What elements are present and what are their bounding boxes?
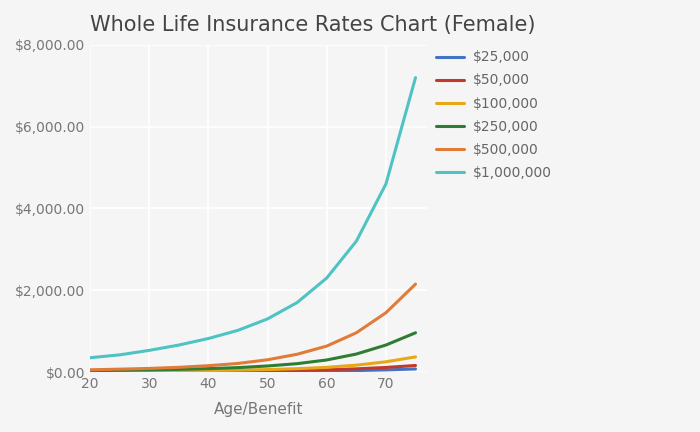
$1,000,000 <box>86 355 94 360</box>
Line: $250,000: $250,000 <box>90 333 416 371</box>
$25,000 <box>145 369 153 375</box>
$250,000 <box>204 366 213 371</box>
$50,000 <box>86 369 94 374</box>
$25,000 <box>204 369 213 374</box>
$100,000 <box>175 368 183 373</box>
$1,000,000 <box>352 238 361 244</box>
$1,000,000 <box>145 348 153 353</box>
$1,000,000 <box>263 316 272 321</box>
$25,000 <box>175 369 183 374</box>
$25,000 <box>293 368 302 374</box>
$25,000 <box>86 369 94 375</box>
$1,000,000 <box>234 328 242 333</box>
$50,000 <box>382 365 390 370</box>
$250,000 <box>263 363 272 368</box>
$50,000 <box>175 369 183 374</box>
$500,000 <box>263 357 272 362</box>
$50,000 <box>145 369 153 374</box>
$500,000 <box>145 366 153 371</box>
$250,000 <box>293 361 302 366</box>
Line: $500,000: $500,000 <box>90 284 416 370</box>
$100,000 <box>382 359 390 365</box>
$500,000 <box>352 330 361 335</box>
$250,000 <box>116 368 124 373</box>
$100,000 <box>145 368 153 374</box>
$500,000 <box>412 282 420 287</box>
$25,000 <box>323 368 331 374</box>
$25,000 <box>116 369 124 375</box>
$250,000 <box>412 330 420 335</box>
$500,000 <box>293 352 302 357</box>
$1,000,000 <box>175 343 183 348</box>
$50,000 <box>234 368 242 374</box>
$1,000,000 <box>412 75 420 80</box>
Text: Whole Life Insurance Rates Chart (Female): Whole Life Insurance Rates Chart (Female… <box>90 15 536 35</box>
Line: $1,000,000: $1,000,000 <box>90 78 416 358</box>
$1,000,000 <box>323 275 331 280</box>
$250,000 <box>234 365 242 370</box>
$50,000 <box>352 366 361 372</box>
Line: $100,000: $100,000 <box>90 357 416 372</box>
$500,000 <box>382 310 390 315</box>
$100,000 <box>293 366 302 371</box>
$500,000 <box>234 361 242 366</box>
$100,000 <box>352 362 361 368</box>
$1,000,000 <box>382 181 390 187</box>
$100,000 <box>263 367 272 372</box>
X-axis label: Age/Benefit: Age/Benefit <box>214 402 304 417</box>
$1,000,000 <box>293 300 302 305</box>
$50,000 <box>116 369 124 374</box>
$100,000 <box>116 368 124 374</box>
$100,000 <box>234 368 242 373</box>
$250,000 <box>175 367 183 372</box>
$250,000 <box>145 367 153 372</box>
$25,000 <box>412 366 420 372</box>
$50,000 <box>323 367 331 372</box>
$25,000 <box>263 369 272 374</box>
$250,000 <box>323 357 331 362</box>
$500,000 <box>204 363 213 368</box>
$250,000 <box>86 368 94 373</box>
$25,000 <box>234 369 242 374</box>
$25,000 <box>382 367 390 372</box>
$50,000 <box>412 363 420 368</box>
$50,000 <box>263 368 272 373</box>
$500,000 <box>86 367 94 372</box>
$100,000 <box>86 369 94 374</box>
$100,000 <box>323 365 331 370</box>
$250,000 <box>382 343 390 348</box>
Line: $25,000: $25,000 <box>90 369 416 372</box>
$50,000 <box>293 368 302 373</box>
$500,000 <box>323 343 331 349</box>
$500,000 <box>116 367 124 372</box>
$250,000 <box>352 352 361 357</box>
Line: $50,000: $50,000 <box>90 365 416 372</box>
$500,000 <box>175 365 183 370</box>
Legend: $25,000, $50,000, $100,000, $250,000, $500,000, $1,000,000: $25,000, $50,000, $100,000, $250,000, $5… <box>430 45 557 185</box>
$25,000 <box>352 368 361 373</box>
$1,000,000 <box>116 352 124 357</box>
$100,000 <box>204 368 213 373</box>
$1,000,000 <box>204 336 213 341</box>
$100,000 <box>412 354 420 359</box>
$50,000 <box>204 368 213 374</box>
